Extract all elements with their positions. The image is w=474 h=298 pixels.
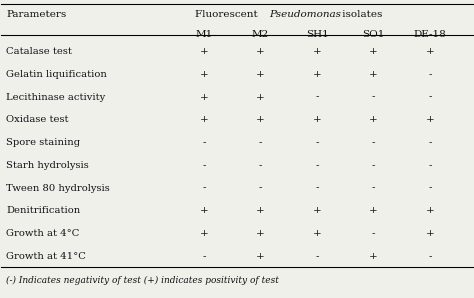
Text: -: - [428, 184, 432, 193]
Text: +: + [313, 206, 321, 215]
Text: -: - [315, 252, 319, 261]
Text: +: + [200, 206, 209, 215]
Text: -: - [315, 184, 319, 193]
Text: +: + [200, 115, 209, 124]
Text: -: - [315, 161, 319, 170]
Text: +: + [313, 115, 321, 124]
Text: +: + [313, 70, 321, 79]
Text: +: + [426, 229, 435, 238]
Text: +: + [200, 93, 209, 102]
Text: +: + [256, 252, 265, 261]
Text: Spore staining: Spore staining [6, 138, 80, 147]
Text: -: - [315, 138, 319, 147]
Text: +: + [426, 47, 435, 56]
Text: Fluorescent: Fluorescent [195, 10, 261, 19]
Text: Denitrification: Denitrification [6, 206, 81, 215]
Text: M2: M2 [252, 30, 269, 39]
Text: -: - [428, 93, 432, 102]
Text: +: + [426, 115, 435, 124]
Text: Oxidase test: Oxidase test [6, 115, 69, 124]
Text: +: + [313, 229, 321, 238]
Text: -: - [372, 161, 375, 170]
Text: Parameters: Parameters [6, 10, 66, 19]
Text: -: - [372, 229, 375, 238]
Text: Starh hydrolysis: Starh hydrolysis [6, 161, 89, 170]
Text: -: - [202, 184, 206, 193]
Text: Gelatin liquification: Gelatin liquification [6, 70, 107, 79]
Text: +: + [200, 47, 209, 56]
Text: +: + [369, 115, 378, 124]
Text: -: - [372, 184, 375, 193]
Text: Lecithinase activity: Lecithinase activity [6, 93, 105, 102]
Text: Tween 80 hydrolysis: Tween 80 hydrolysis [6, 184, 110, 193]
Text: -: - [428, 252, 432, 261]
Text: -: - [428, 161, 432, 170]
Text: -: - [372, 93, 375, 102]
Text: Growth at 4°C: Growth at 4°C [6, 229, 80, 238]
Text: M1: M1 [195, 30, 213, 39]
Text: +: + [369, 252, 378, 261]
Text: -: - [259, 138, 262, 147]
Text: DE-18: DE-18 [414, 30, 447, 39]
Text: +: + [256, 47, 265, 56]
Text: +: + [426, 206, 435, 215]
Text: +: + [256, 70, 265, 79]
Text: (-) Indicates negativity of test (+) indicates positivity of test: (-) Indicates negativity of test (+) ind… [6, 276, 279, 285]
Text: -: - [428, 138, 432, 147]
Text: -: - [259, 184, 262, 193]
Text: -: - [259, 161, 262, 170]
Text: -: - [202, 252, 206, 261]
Text: Pseudomonas: Pseudomonas [269, 10, 341, 19]
Text: +: + [200, 70, 209, 79]
Text: Growth at 41°C: Growth at 41°C [6, 252, 86, 261]
Text: +: + [369, 206, 378, 215]
Text: SH1: SH1 [306, 30, 328, 39]
Text: +: + [256, 229, 265, 238]
Text: -: - [202, 161, 206, 170]
Text: -: - [372, 138, 375, 147]
Text: +: + [369, 70, 378, 79]
Text: -: - [202, 138, 206, 147]
Text: +: + [256, 206, 265, 215]
Text: +: + [369, 47, 378, 56]
Text: Catalase test: Catalase test [6, 47, 72, 56]
Text: +: + [256, 115, 265, 124]
Text: +: + [313, 47, 321, 56]
Text: -: - [428, 70, 432, 79]
Text: SO1: SO1 [363, 30, 385, 39]
Text: -: - [315, 93, 319, 102]
Text: +: + [200, 229, 209, 238]
Text: isolates: isolates [339, 10, 382, 19]
Text: +: + [256, 93, 265, 102]
